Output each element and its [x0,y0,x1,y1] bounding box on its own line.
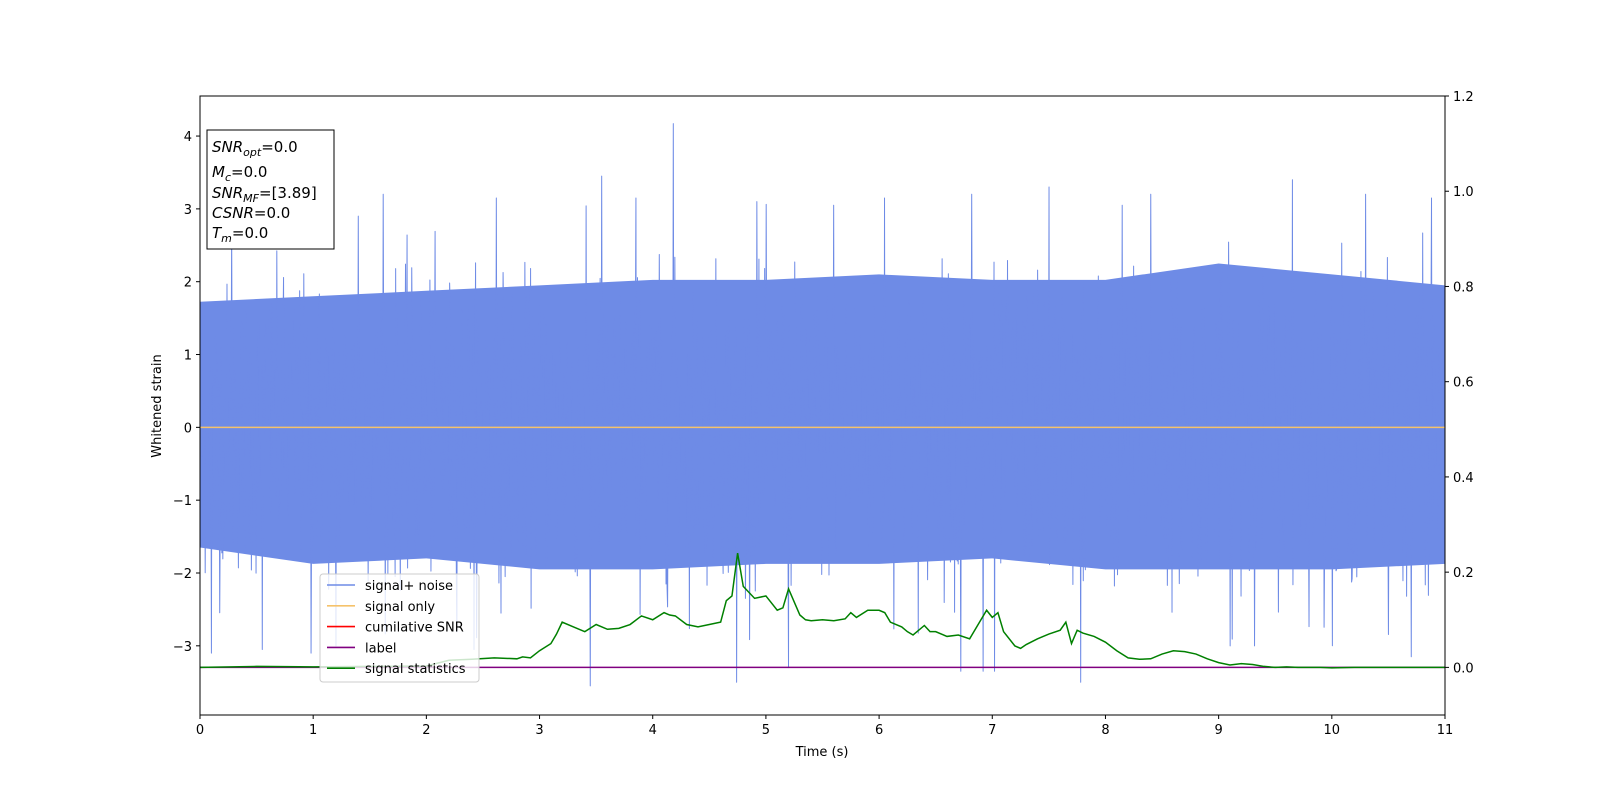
x-tick-label: 5 [762,723,770,738]
y-tick-label: 4 [184,130,192,145]
y2-tick-label: 1.2 [1453,90,1474,105]
y-tick-label: 0 [184,421,192,436]
signal-noise-line [200,123,1445,687]
info-snr-mf: SNRMF=[3.89] [212,184,317,205]
y-tick-label: 1 [184,349,192,364]
y-tick-label: 3 [184,203,192,218]
x-tick-label: 6 [875,723,883,738]
legend-label: signal+ noise [365,579,453,594]
y-tick-label: −3 [173,640,192,655]
y-axis-ticks: −3 −2 −1 0 1 2 3 4 [173,130,200,655]
x-tick-label: 2 [422,723,430,738]
legend: signal+ noise signal only cumilative SNR la… [319,573,480,683]
y2-axis-ticks: 0.0 0.2 0.4 0.6 0.8 1.0 1.2 [1445,90,1474,676]
x-tick-label: 11 [1437,723,1454,738]
y2-tick-label: 0.8 [1453,280,1474,295]
info-tm: Tm=0.0 [212,224,268,245]
legend-label: signal only [365,600,435,615]
signal-noise-series [200,123,1445,687]
x-tick-label: 3 [535,723,543,738]
y-axis-label: Whitened strain [150,354,165,457]
x-axis-label: Time (s) [795,745,849,760]
plot-frame [199,95,1446,716]
x-tick-label: 7 [988,723,996,738]
x-tick-label: 10 [1324,723,1341,738]
legend-label: label [365,641,396,656]
signal-statistics-line [200,552,1445,669]
x-tick-label: 4 [649,723,657,738]
y2-tick-label: 0.6 [1453,376,1474,391]
x-axis-ticks: 0 1 2 3 4 5 6 7 8 9 10 11 [196,715,1453,738]
y-tick-label: −2 [173,567,192,582]
info-mc: Mc=0.0 [212,163,267,184]
legend-label: cumilative SNR [365,621,464,636]
x-tick-label: 8 [1101,723,1109,738]
y-tick-label: −1 [173,494,192,509]
y-tick-label: 2 [184,276,192,291]
y2-tick-label: 0.2 [1453,566,1474,581]
info-box: SNRopt=0.0 Mc=0.0 SNRMF=[3.89] CSNR=0.0 … [206,129,335,250]
y2-tick-label: 0.0 [1453,661,1474,676]
y2-tick-label: 1.0 [1453,185,1474,200]
legend-label: signal statistics [365,662,466,677]
info-snr-opt: SNRopt=0.0 [212,138,298,159]
y2-tick-label: 0.4 [1453,471,1474,486]
x-tick-label: 9 [1214,723,1222,738]
info-csnr: CSNR=0.0 [212,204,290,222]
x-tick-label: 1 [309,723,317,738]
x-tick-label: 0 [196,723,204,738]
